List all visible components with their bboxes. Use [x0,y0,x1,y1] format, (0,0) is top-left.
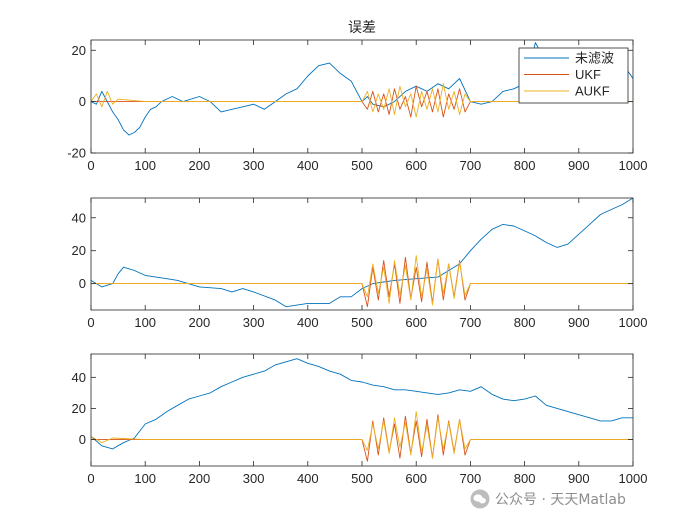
legend-label: UKF [575,67,601,82]
legend-label: AUKF [575,84,610,99]
x-tick-label: 600 [405,315,427,330]
subplot-1: 0 100 200 300 400 500 600 700 800 900 1000-20020误差… [67,19,647,173]
x-tick-label: 700 [460,471,482,486]
y-tick-label: 20 [72,43,86,58]
x-tick-label: 700 [460,158,482,173]
chart-title: 误差 [348,19,376,35]
x-tick-label: 0 [87,315,94,330]
x-tick-label: 600 [405,158,427,173]
plot-area [91,354,633,466]
x-tick-label: 300 [243,315,265,330]
watermark-text: 公众号 · 天天Matlab [495,492,626,508]
x-tick-label: 1000 [619,158,648,173]
x-tick-label: 800 [514,315,536,330]
series-line-AUKF [91,411,633,459]
y-tick-label: 0 [79,432,86,447]
x-tick-label: 100 [134,158,156,173]
series-line-未滤波 [91,358,633,450]
x-tick-label: 100 [134,315,156,330]
x-tick-label: 500 [351,158,373,173]
x-tick-label: 200 [189,158,211,173]
x-tick-label: 300 [243,471,265,486]
x-tick-label: 400 [297,471,319,486]
series-group [91,358,633,462]
y-tick-label: 40 [72,210,86,225]
subplot-2: 0 100 200 300 400 500 600 700 800 900 1000 0 20 40 [72,197,648,330]
y-tick-label: 0 [79,94,86,109]
x-tick-label: 500 [351,471,373,486]
x-tick-label: 200 [189,315,211,330]
x-tick-label: 100 [134,471,156,486]
y-tick-label: 20 [72,243,86,258]
x-tick-label: 600 [405,471,427,486]
y-tick-label: 20 [72,401,86,416]
x-tick-label: 400 [297,315,319,330]
y-tick-label: 40 [72,370,86,385]
x-tick-label: 800 [514,158,536,173]
series-group [91,198,633,308]
x-tick-label: 900 [568,471,590,486]
legend-box [518,47,629,104]
x-tick-label: 900 [568,315,590,330]
x-tick-label: 400 [297,158,319,173]
y-tick-label: -20 [67,146,86,161]
x-tick-label: 1000 [619,315,648,330]
series-line-AUKF [91,83,633,118]
x-tick-label: 900 [568,158,590,173]
plot-area [91,198,633,310]
subplot-3: 0 100 200 300 400 500 600 700 800 900 1000 0 20 40 [72,353,648,486]
legend-label: 未滤波 [575,51,614,66]
y-tick-label: 0 [79,276,86,291]
x-tick-label: 0 [87,471,94,486]
x-tick-label: 200 [189,471,211,486]
x-tick-label: 500 [351,315,373,330]
series-line-AUKF [91,255,633,306]
x-tick-label: 1000 [619,471,648,486]
x-tick-label: 0 [87,158,94,173]
wechat-icon [470,489,490,509]
x-tick-label: 700 [460,315,482,330]
series-line-未滤波 [91,198,633,308]
x-tick-label: 300 [243,158,265,173]
watermark: 公众号 · 天天Matlab [470,487,626,511]
x-tick-label: 800 [514,471,536,486]
